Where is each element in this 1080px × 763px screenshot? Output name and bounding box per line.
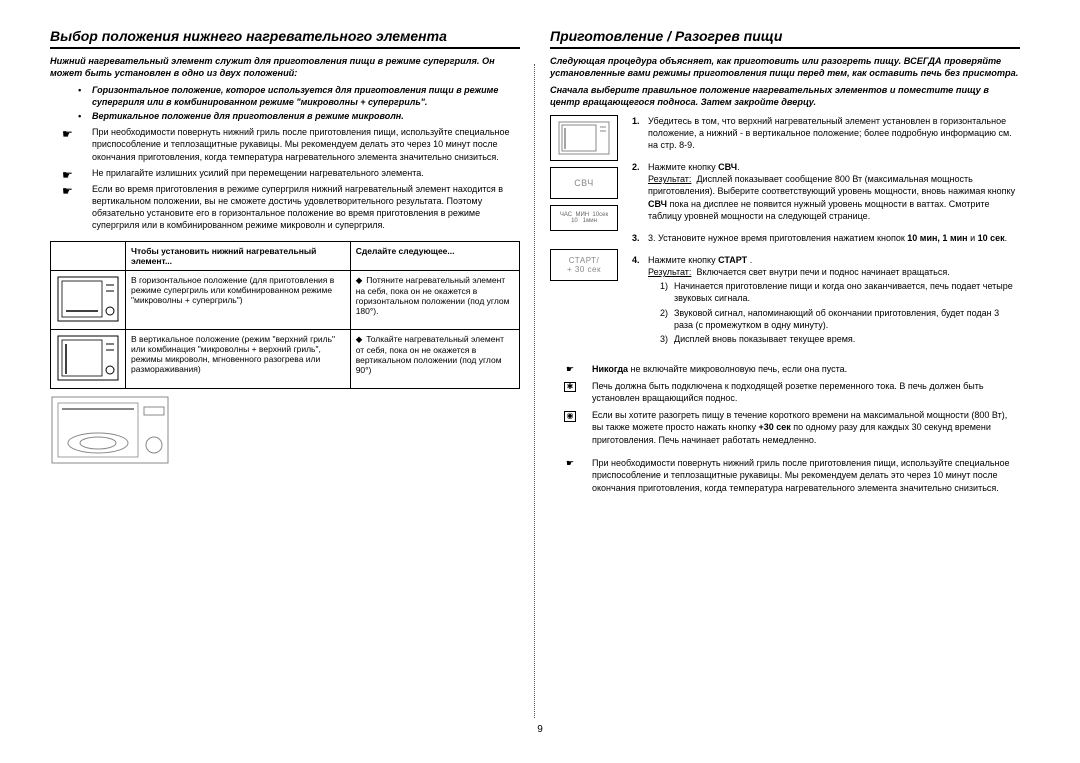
step-2-b2: СВЧ: [648, 199, 667, 209]
left-hand-notes: При необходимости повернуть нижний гриль…: [50, 126, 520, 231]
step-4-b: СТАРТ: [718, 255, 747, 265]
column-divider: [534, 64, 536, 718]
right-lead1: Следующая процедура объясняет, как приго…: [550, 55, 1020, 80]
hand-note: Если во время приготовления в режиме суп…: [92, 183, 520, 232]
icon-oven: [550, 115, 618, 161]
table-r1c2-text: Потяните нагревательный элемент на себя,…: [356, 275, 510, 316]
step-4-sublist: 1)Начинается приготовление пищи и когда …: [648, 280, 1020, 345]
position-table: Чтобы установить нижний нагревательный э…: [50, 241, 520, 389]
step-2-reslabel: Результат:: [648, 174, 691, 184]
table-header-1: Чтобы установить нижний нагревательный э…: [126, 242, 351, 271]
step-icons-col: СВЧ ЧАС МИН 10сек10 1мин СТАРТ/ + 30 сек: [550, 115, 624, 355]
table-r2c2: ◆Толкайте нагревательный элемент от себя…: [350, 330, 519, 389]
step-4-2-text: Звуковой сигнал, напоминающий об окончан…: [674, 308, 999, 330]
table-r1c2: ◆Потяните нагревательный элемент на себя…: [350, 271, 519, 330]
hand-note: Не прилагайте излишних усилий при переме…: [92, 167, 520, 179]
bullet-item: Вертикальное положение для приготовления…: [92, 110, 520, 122]
bullet-item: Горизонтальное положение, которое исполь…: [92, 84, 520, 108]
step-4-res: Включается свет внутри печи и поднос нач…: [696, 267, 949, 277]
step-2: 2. Нажмите кнопку СВЧ. Результат: Диспле…: [632, 161, 1020, 222]
step-2-a: Нажмите кнопку: [648, 162, 718, 172]
left-title: Выбор положения нижнего нагревательного …: [50, 28, 520, 49]
left-lead: Нижний нагревательный элемент служит для…: [50, 55, 520, 80]
page-spread: Выбор положения нижнего нагревательного …: [40, 28, 1040, 718]
hand-note: При необходимости повернуть нижний гриль…: [92, 126, 520, 162]
step-1: 1.Убедитесь в том, что верхний нагревате…: [632, 115, 1020, 151]
left-bullets: Горизонтальное положение, которое исполь…: [50, 84, 520, 122]
right-notes: ☛Никогда не включайте микроволновую печь…: [550, 363, 1020, 494]
step-3: 3. 3. Установите нужное время приготовле…: [632, 232, 1020, 244]
note-3-b: +30 сек: [758, 422, 790, 432]
table-footer-img: [50, 395, 520, 470]
step-4-2: 2)Звуковой сигнал, напоминающий об оконч…: [660, 307, 1020, 331]
table-img-vertical: [51, 330, 126, 389]
steps-list: 1.Убедитесь в том, что верхний нагревате…: [632, 115, 1020, 355]
step-3-a: 3. Установите нужное время приготовления…: [648, 233, 907, 243]
step-4-a: Нажмите кнопку: [648, 255, 718, 265]
step-4-3: 3)Дисплей вновь показывает текущее время…: [660, 333, 1020, 345]
right-lead2: Сначала выберите правильное положение на…: [550, 84, 1020, 109]
table-r2c1: В вертикальное положение (режим "верхний…: [126, 330, 351, 389]
table-r2c2-text: Толкайте нагревательный элемент от себя,…: [356, 334, 504, 375]
step-4-3-text: Дисплей вновь показывает текущее время.: [674, 334, 855, 344]
table-img-horizontal: [51, 271, 126, 330]
steps-wrap: СВЧ ЧАС МИН 10сек10 1мин СТАРТ/ + 30 сек…: [550, 115, 1020, 355]
icon-time-text2: 10 1мин: [560, 218, 608, 224]
icon-start: СТАРТ/ + 30 сек: [550, 249, 618, 281]
note-2: ✱Печь должна быть подключена к подходяще…: [592, 380, 1020, 405]
icon-time: ЧАС МИН 10сек10 1мин: [550, 205, 618, 231]
step-4-1: 1)Начинается приготовление пищи и когда …: [660, 280, 1020, 304]
icon-svc-text: СВЧ: [574, 178, 594, 188]
note-1-a: Никогда: [592, 364, 628, 374]
table-header-2: Сделайте следующее...: [350, 242, 519, 271]
step-4-reslabel: Результат:: [648, 267, 691, 277]
step-4-1-text: Начинается приготовление пищи и когда он…: [674, 281, 1013, 303]
left-column: Выбор положения нижнего нагревательного …: [40, 28, 530, 718]
note-1-b: не включайте микроволновую печь, если он…: [628, 364, 847, 374]
note-4: ☛При необходимости повернуть нижний грил…: [592, 457, 1020, 495]
step-1-text: Убедитесь в том, что верхний нагреватель…: [648, 116, 1012, 150]
step-2-b: СВЧ: [718, 162, 737, 172]
table-header-blank: [51, 242, 126, 271]
step-2-res2: пока на дисплее не появится нужный урове…: [648, 199, 989, 221]
step-4: 4. Нажмите кнопку СТАРТ . Результат: Вкл…: [632, 254, 1020, 345]
table-r1c1: В горизонтальное положение (для приготов…: [126, 271, 351, 330]
page-number: 9: [40, 724, 1040, 735]
step-2-res: Дисплей показывает сообщение 800 Вт (мак…: [648, 174, 1015, 196]
icon-svc: СВЧ: [550, 167, 618, 199]
step-3-b: 10 мин, 1 мин: [907, 233, 967, 243]
right-column: Приготовление / Разогрев пищи Следующая …: [540, 28, 1030, 718]
note-3: ◉Если вы хотите разогреть пищу в течение…: [592, 409, 1020, 447]
note-1: ☛Никогда не включайте микроволновую печь…: [592, 363, 1020, 376]
icon-start-text: СТАРТ/ + 30 сек: [567, 256, 601, 274]
note-2-text: Печь должна быть подключена к подходящей…: [592, 381, 984, 404]
step-3-d: 10 сек: [978, 233, 1005, 243]
right-title: Приготовление / Разогрев пищи: [550, 28, 1020, 49]
step-3-c: и: [968, 233, 978, 243]
note-4-text: При необходимости повернуть нижний гриль…: [592, 458, 1010, 493]
icon-time-text1: ЧАС МИН 10сек: [560, 212, 608, 218]
